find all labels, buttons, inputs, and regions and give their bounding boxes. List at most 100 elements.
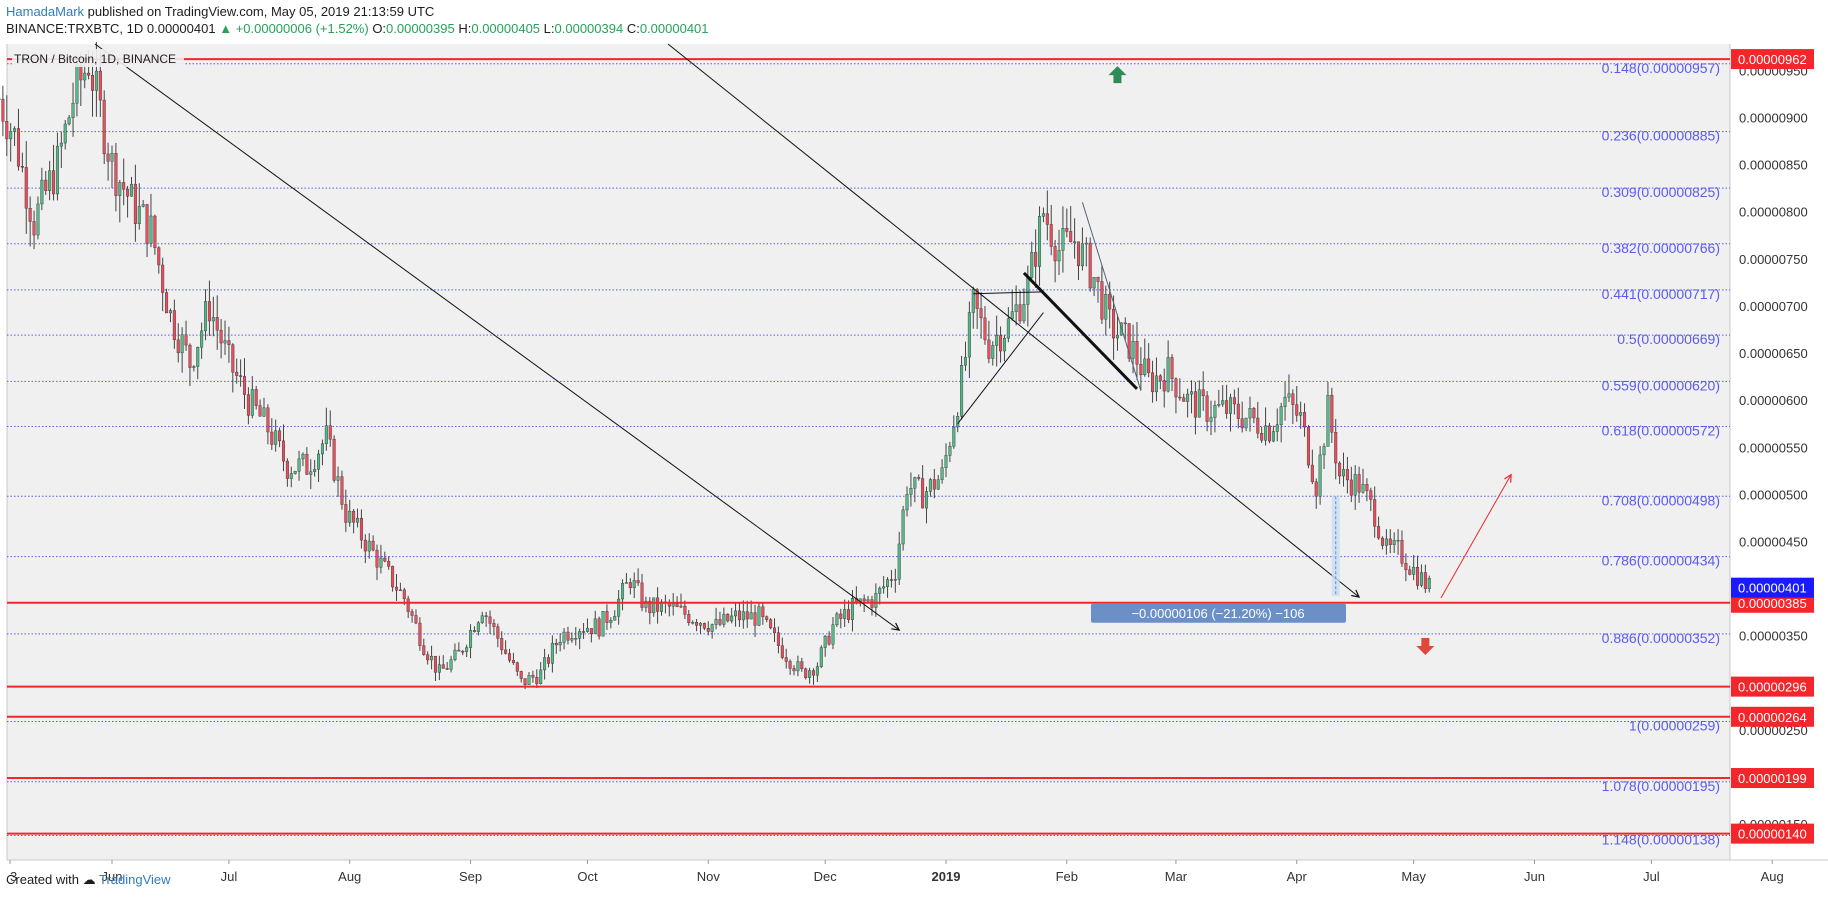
candle-body	[698, 623, 702, 626]
candle-body	[215, 317, 219, 331]
candle-body	[340, 476, 344, 505]
green-up-arrow-icon	[1108, 66, 1127, 84]
candle-body	[866, 599, 870, 602]
candle-body	[1388, 538, 1392, 545]
candle-body	[624, 582, 628, 584]
candle-body	[1022, 304, 1026, 322]
candle-body	[496, 626, 500, 639]
low-value: 0.00000394	[554, 21, 624, 36]
candles	[0, 42, 1431, 690]
candle-body	[991, 345, 995, 359]
candle-body	[141, 204, 145, 207]
candle-body	[1139, 363, 1143, 376]
candle-body	[484, 615, 488, 618]
candle-body	[1283, 396, 1287, 407]
candle-body	[796, 661, 800, 672]
candle-body	[1408, 569, 1412, 575]
candle-body	[1123, 322, 1127, 325]
open-label: O:	[372, 21, 387, 36]
candle-body	[363, 539, 367, 552]
candle-body	[1190, 391, 1194, 395]
candle-body	[823, 635, 827, 648]
y-tick-label: 0.00000700	[1739, 299, 1808, 314]
candle-body	[352, 510, 356, 523]
candle-body	[1271, 431, 1275, 442]
candle-body	[1127, 323, 1131, 359]
trend-line	[94, 43, 900, 631]
candle-body	[196, 347, 200, 367]
candle-body	[359, 517, 363, 541]
candle-body	[320, 443, 324, 455]
candle-body	[819, 647, 823, 667]
candle-body	[1065, 228, 1069, 232]
last-price-label: 0.00000401	[1738, 581, 1807, 596]
candle-body	[55, 145, 59, 195]
candle-body	[476, 622, 480, 632]
candle-body	[1, 98, 5, 122]
candle-body	[13, 128, 17, 132]
x-tick-label: Mar	[1165, 869, 1188, 884]
candle-body	[1154, 375, 1158, 393]
fib-label: 0.786(0.00000434)	[1602, 553, 1720, 569]
candle-body	[987, 339, 991, 359]
candle-body	[928, 479, 932, 492]
candle-body	[593, 618, 597, 634]
fib-label: 0.5(0.00000669)	[1617, 331, 1720, 347]
candle-body	[188, 344, 192, 368]
candle-body	[1151, 372, 1155, 393]
candle-body	[511, 660, 515, 663]
author-link[interactable]: HamadaMark	[6, 4, 85, 19]
candle-body	[402, 589, 406, 600]
candle-body	[1392, 540, 1396, 545]
candle-body	[1088, 242, 1092, 289]
candle-body	[367, 540, 371, 552]
publish-info: published on TradingView.com, May 05, 20…	[87, 4, 435, 19]
price-badge-label: 0.00000385	[1738, 596, 1807, 611]
candle-body	[893, 579, 897, 581]
candle-body	[1380, 537, 1384, 546]
close-value: 0.00000401	[639, 21, 709, 36]
fib-label: 0.441(0.00000717)	[1602, 286, 1720, 302]
candle-body	[1092, 277, 1096, 289]
candle-body	[102, 99, 106, 155]
candle-body	[835, 613, 839, 625]
high-label: H:	[458, 21, 472, 36]
candle-body	[683, 605, 687, 615]
candle-body	[917, 477, 921, 479]
fib-label: 0.559(0.00000620)	[1602, 377, 1720, 393]
candle-body	[1053, 246, 1057, 262]
price-badge-label: 0.00000962	[1738, 52, 1807, 67]
candle-body	[679, 605, 683, 608]
candle-body	[601, 611, 605, 637]
candle-body	[414, 615, 418, 624]
candle-body	[246, 394, 250, 416]
candle-body	[379, 557, 383, 568]
symbol-header: BINANCE:TRXBTC, 1D 0.00000401 ▲ +0.00000…	[6, 21, 709, 36]
candle-body	[1365, 483, 1369, 491]
candle-body	[1361, 483, 1365, 493]
candle-body	[1030, 252, 1034, 278]
candle-body	[967, 312, 971, 358]
candle-body	[59, 142, 63, 147]
candle-body	[449, 659, 453, 670]
candle-body	[1260, 432, 1264, 441]
candle-body	[1205, 395, 1209, 422]
candle-body	[847, 609, 851, 620]
candle-body	[734, 610, 738, 617]
price-badge-label: 0.00000264	[1738, 710, 1807, 725]
footer: Created with ☁ TradingView	[6, 872, 171, 888]
candle-body	[648, 600, 652, 614]
candle-body	[574, 638, 578, 640]
candle-body	[808, 670, 812, 678]
candle-body	[285, 460, 289, 479]
candle-body	[1291, 393, 1295, 405]
candle-body	[1061, 228, 1065, 251]
candle-body	[1248, 408, 1252, 419]
candle-body	[106, 153, 110, 162]
candle-body	[492, 623, 496, 627]
candle-body	[921, 478, 925, 509]
tradingview-link[interactable]: TradingView	[99, 872, 171, 887]
fib-label: 0.382(0.00000766)	[1602, 240, 1720, 256]
fib-label: 0.886(0.00000352)	[1602, 630, 1720, 646]
